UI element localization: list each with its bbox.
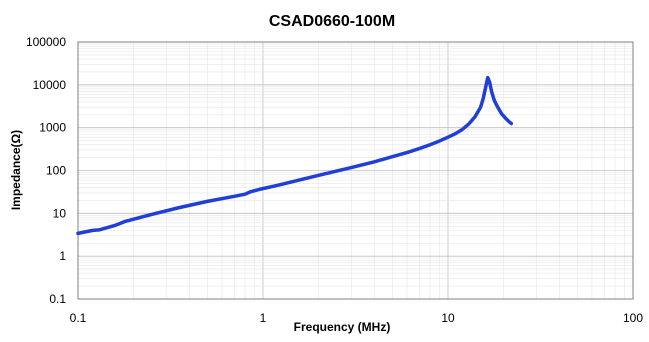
y-tick-label: 1 (59, 249, 66, 263)
x-axis-label: Frequency (MHz) (294, 320, 391, 334)
y-tick-label: 0.1 (49, 292, 66, 306)
impedance-series-line (76, 75, 514, 236)
plot-area (77, 41, 634, 300)
y-axis-ticks: 0.1 1 10 100 1000 10000 100000 (26, 35, 66, 306)
y-tick-label: 100 (46, 164, 66, 178)
y-tick-label: 100000 (26, 35, 66, 49)
x-tick-label: 10 (441, 311, 455, 325)
chart-grid (77, 42, 633, 300)
y-axis-label: Impedance(Ω) (9, 130, 23, 210)
x-axis-ticks: 0.1 1 10 100 (70, 311, 644, 325)
x-tick-label: 1 (260, 311, 267, 325)
y-tick-label: 10000 (33, 78, 67, 92)
chart-title: CSAD0660-100M (269, 13, 395, 30)
chart-series-group (76, 75, 514, 236)
y-tick-label: 1000 (39, 121, 66, 135)
x-tick-label: 0.1 (70, 311, 87, 325)
y-tick-label: 10 (53, 206, 67, 220)
x-tick-label: 100 (623, 311, 643, 325)
